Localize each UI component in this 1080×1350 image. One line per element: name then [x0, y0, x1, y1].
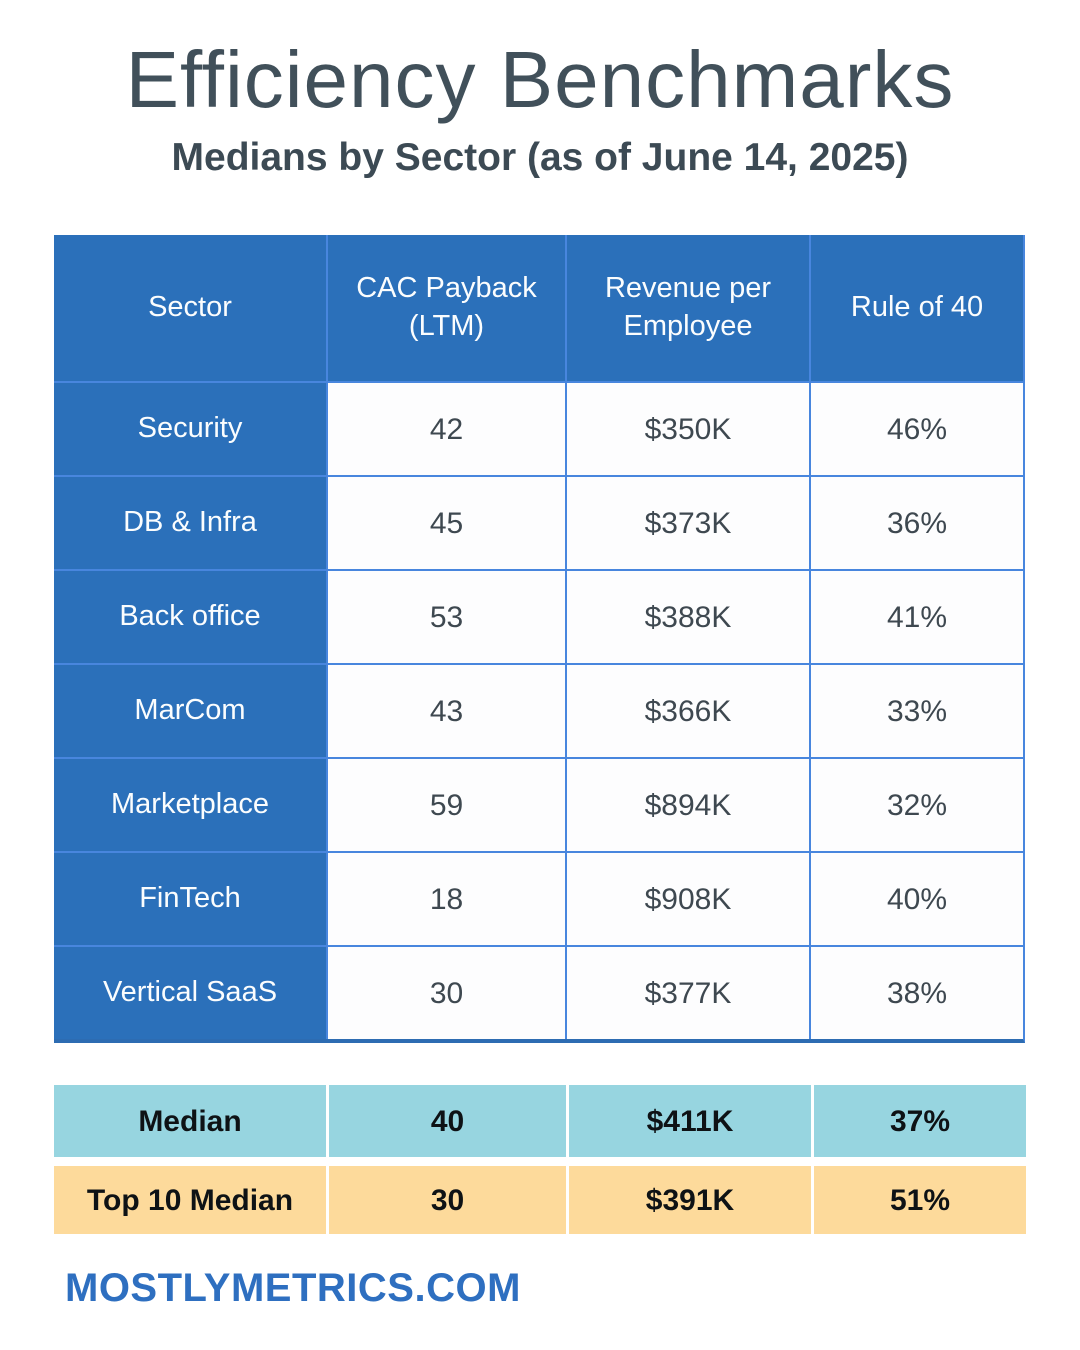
summary-rule40: 37% [814, 1085, 1026, 1157]
value-cell-revenue: $373K [567, 477, 809, 569]
summary-label: Median [54, 1085, 326, 1157]
value-cell-rule40: 41% [811, 571, 1023, 663]
benchmark-table: Sector CAC Payback (LTM) Revenue per Emp… [54, 235, 1025, 1043]
summary-row-median: Median 40 $411K 37% [54, 1085, 1026, 1157]
summary-row-top10-median: Top 10 Median 30 $391K 51% [54, 1166, 1026, 1234]
value-cell-cac: 18 [328, 853, 565, 945]
summary-cac: 40 [329, 1085, 566, 1157]
value-cell-revenue: $366K [567, 665, 809, 757]
sector-cell: Marketplace [54, 759, 326, 851]
value-cell-cac: 42 [328, 383, 565, 475]
sector-cell: DB & Infra [54, 477, 326, 569]
value-cell-cac: 53 [328, 571, 565, 663]
value-cell-cac: 30 [328, 947, 565, 1039]
summary-cac: 30 [329, 1166, 566, 1234]
summary-revenue: $391K [569, 1166, 811, 1234]
page-subtitle: Medians by Sector (as of June 14, 2025) [171, 136, 909, 179]
footer-website-text: MOSTLYMETRICS.COM [65, 1266, 521, 1310]
sector-cell: Security [54, 383, 326, 475]
column-header-revenue-per-employee: Revenue per Employee [567, 235, 809, 381]
value-cell-revenue: $894K [567, 759, 809, 851]
value-cell-cac: 43 [328, 665, 565, 757]
sector-cell: FinTech [54, 853, 326, 945]
value-cell-rule40: 33% [811, 665, 1023, 757]
value-cell-revenue: $388K [567, 571, 809, 663]
summary-revenue: $411K [569, 1085, 811, 1157]
value-cell-rule40: 38% [811, 947, 1023, 1039]
sector-cell: Back office [54, 571, 326, 663]
sector-cell: MarCom [54, 665, 326, 757]
column-header-sector: Sector [54, 235, 326, 381]
value-cell-revenue: $350K [567, 383, 809, 475]
value-cell-rule40: 46% [811, 383, 1023, 475]
value-cell-revenue: $377K [567, 947, 809, 1039]
sector-cell: Vertical SaaS [54, 947, 326, 1039]
value-cell-revenue: $908K [567, 853, 809, 945]
page-title: Efficiency Benchmarks [125, 35, 955, 124]
summary-label: Top 10 Median [54, 1166, 326, 1234]
value-cell-cac: 45 [328, 477, 565, 569]
column-header-rule-of-40: Rule of 40 [811, 235, 1023, 381]
value-cell-rule40: 40% [811, 853, 1023, 945]
value-cell-cac: 59 [328, 759, 565, 851]
column-header-cac-payback: CAC Payback (LTM) [328, 235, 565, 381]
value-cell-rule40: 32% [811, 759, 1023, 851]
summary-rule40: 51% [814, 1166, 1026, 1234]
value-cell-rule40: 36% [811, 477, 1023, 569]
